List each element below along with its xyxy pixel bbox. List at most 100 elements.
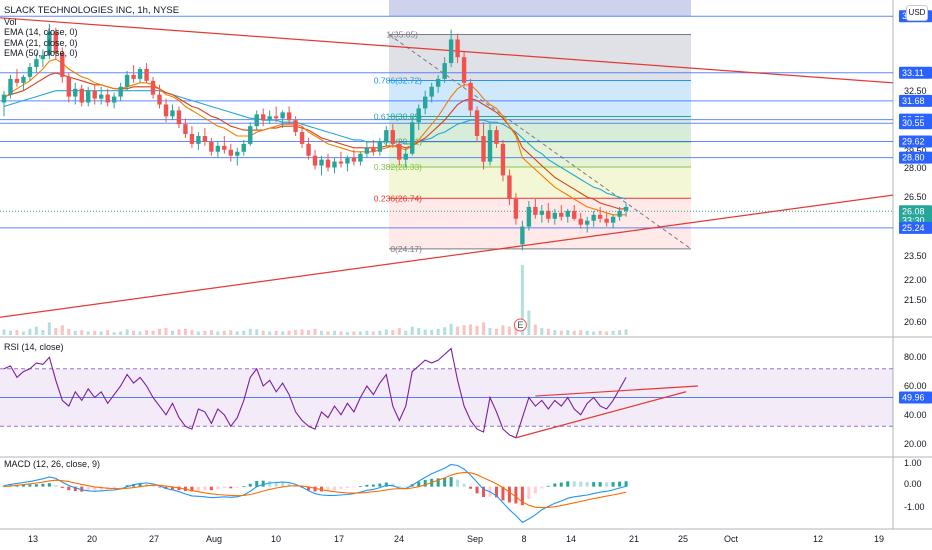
macd-title[interactable]: MACD (12, 26, close, 9) — [4, 459, 101, 469]
rsi-axis-tick: 40.00 — [904, 410, 927, 420]
volume-bar — [618, 330, 622, 335]
macd-histogram-bar — [274, 481, 278, 487]
volume-bar — [196, 331, 200, 335]
macd-histogram-bar — [611, 482, 615, 487]
candle-body — [345, 157, 350, 164]
macd-histogram-bar — [41, 483, 45, 487]
macd-histogram-bar — [216, 486, 220, 490]
candle-body — [111, 96, 117, 103]
earnings-marker — [513, 318, 527, 332]
volume-bar — [203, 330, 207, 335]
candle-body — [73, 88, 78, 97]
macd-histogram-bar — [86, 486, 90, 492]
macd-histogram-bar — [501, 486, 505, 501]
chart-legend: SLACK TECHNOLOGIES INC, 1h, NYSE Vol EMA… — [4, 5, 180, 59]
volume-bar — [482, 322, 486, 335]
candle-body — [189, 134, 195, 144]
volume-bar — [54, 328, 58, 335]
candle-body — [384, 130, 389, 142]
volume-bar — [2, 329, 6, 335]
macd-histogram-bar — [598, 482, 602, 487]
volume-bar — [132, 330, 136, 335]
price-tag — [899, 135, 932, 148]
candle-body — [137, 69, 143, 79]
volume-bar — [99, 331, 103, 335]
price-axis-tick: 26.50 — [904, 192, 927, 202]
macd-histogram-bar — [21, 484, 25, 487]
volume-bar — [268, 331, 272, 335]
candle-body — [196, 136, 201, 144]
time-axis-tick: 19 — [874, 534, 884, 544]
legend-volume[interactable]: Vol — [4, 16, 17, 27]
legend-ema50[interactable]: EMA (50, close, 0) — [4, 48, 78, 58]
legend-ema21[interactable]: EMA (21, close, 0) — [4, 37, 78, 48]
candle-body — [455, 39, 460, 58]
price-tag-label: 26.08 — [902, 206, 925, 216]
macd-histogram-bar — [566, 481, 570, 487]
candle-body — [261, 114, 266, 121]
volume-bar — [449, 323, 453, 335]
candle-body — [371, 147, 376, 152]
candle-body — [585, 220, 590, 225]
macd-histogram-bar — [2, 485, 6, 487]
candle-body — [416, 108, 421, 123]
time-axis-tick: 17 — [334, 534, 344, 544]
macd-histogram-bar — [151, 485, 155, 487]
currency-button[interactable]: USD — [906, 5, 928, 21]
volume-bar — [352, 331, 356, 335]
macd-histogram-bar — [514, 486, 518, 504]
fib-zone — [389, 166, 691, 199]
candle-body — [14, 78, 20, 83]
price-tag — [899, 117, 932, 130]
candle-body — [86, 90, 91, 103]
macd-histogram-bar — [307, 486, 311, 491]
macd-histogram-bar — [339, 486, 343, 489]
price-axis-tick: 23.50 — [904, 251, 927, 261]
rsi-support-trendline — [515, 391, 687, 439]
macd-histogram-bar — [164, 486, 168, 489]
volume-bar — [520, 265, 524, 335]
candle-body — [306, 143, 311, 156]
macd-histogram-bar — [281, 482, 285, 487]
macd-histogram-bar — [456, 479, 460, 487]
volume-bar — [462, 325, 466, 335]
volume-bar — [60, 325, 64, 335]
macd-histogram-bar — [553, 483, 557, 487]
volume-bar — [443, 327, 447, 335]
volume-bar — [339, 331, 343, 335]
candle-body — [338, 161, 344, 164]
candle-body — [293, 120, 298, 133]
rsi-title[interactable]: RSI (14, close) — [4, 342, 64, 352]
earnings-marker-label: E — [517, 320, 523, 330]
candle-body — [565, 210, 570, 217]
macd-histogram-bar — [494, 486, 498, 498]
candle-body — [66, 76, 71, 97]
rsi-axis-tick: 80.00 — [904, 352, 927, 362]
candle-body — [92, 90, 97, 99]
candle-body — [610, 216, 616, 223]
candle-body — [597, 214, 603, 219]
volume-bar — [430, 330, 434, 335]
volume-bar — [313, 328, 317, 335]
volume-bar — [145, 330, 149, 335]
macd-histogram-bar — [352, 486, 356, 488]
price-tag — [899, 221, 932, 234]
candle-body — [319, 159, 324, 166]
macd-histogram-bar — [358, 486, 362, 487]
volume-bar — [410, 326, 414, 335]
macd-histogram-bar — [170, 486, 174, 490]
candle-body — [27, 67, 33, 77]
macd-histogram-bar — [222, 486, 226, 489]
time-axis-tick: 12 — [813, 534, 823, 544]
volume-bar — [397, 328, 401, 335]
legend-ema14[interactable]: EMA (14, close, 0) — [4, 27, 78, 37]
volume-bar — [540, 328, 544, 335]
volume-bar — [164, 328, 168, 335]
macd-histogram-bar — [313, 486, 317, 492]
candle-body — [364, 147, 370, 154]
candle-body — [34, 59, 39, 68]
symbol-title[interactable]: SLACK TECHNOLOGIES INC, 1h, NYSE — [4, 5, 180, 16]
volume-bar — [507, 326, 511, 335]
volume-bar — [553, 330, 557, 335]
